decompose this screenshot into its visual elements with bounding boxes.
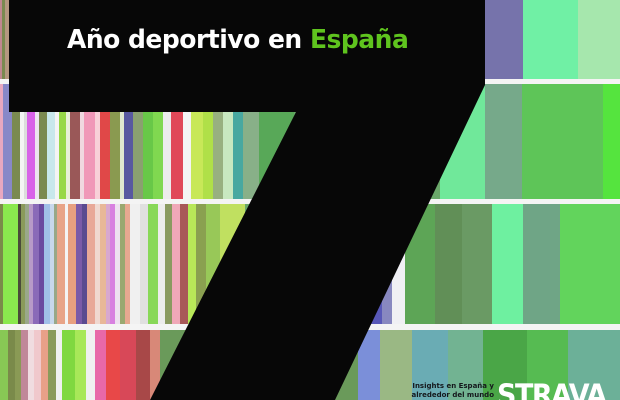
stripe-row-3 [0, 204, 620, 324]
title-text: Año deportivo en [67, 24, 310, 55]
color-stripe [527, 330, 568, 400]
color-stripe [180, 204, 188, 324]
color-stripe [492, 204, 523, 324]
color-stripe [213, 84, 223, 199]
color-stripe [0, 0, 2, 79]
color-stripe [392, 204, 405, 324]
color-stripe [405, 204, 435, 324]
color-stripe [57, 204, 65, 324]
color-stripe [160, 330, 335, 400]
color-stripe [358, 330, 380, 400]
color-stripe [335, 330, 358, 400]
color-stripe [196, 204, 206, 324]
color-stripe [158, 204, 165, 324]
color-stripe [39, 84, 47, 199]
color-stripe [188, 204, 196, 324]
color-stripe [380, 330, 412, 400]
color-stripe [2, 0, 5, 79]
color-stripe [100, 84, 110, 199]
title-highlight: España [309, 24, 409, 55]
color-stripe [143, 84, 153, 199]
color-stripe [130, 204, 140, 324]
color-stripe [523, 204, 560, 324]
color-stripe [245, 204, 370, 324]
color-stripe [382, 204, 392, 324]
color-stripe [47, 84, 55, 199]
color-stripe [560, 204, 620, 324]
color-stripe [163, 84, 171, 199]
poster-title: Año deportivo en España [67, 24, 409, 55]
color-stripe [523, 0, 578, 79]
footer-tagline: Insights en España y alrededor del mundo [412, 382, 494, 399]
color-stripe [153, 84, 163, 199]
color-stripe [0, 84, 3, 199]
stripe-row-2 [0, 84, 620, 199]
color-stripe [68, 204, 76, 324]
color-stripe [48, 330, 56, 400]
color-stripe [171, 84, 183, 199]
color-stripe [86, 330, 95, 400]
color-stripe [95, 330, 106, 400]
color-stripe [84, 84, 95, 199]
color-stripe [223, 84, 233, 199]
color-stripe [483, 330, 527, 400]
color-stripe [568, 330, 620, 400]
color-stripe [41, 330, 48, 400]
color-stripe [183, 84, 191, 199]
color-stripe [485, 84, 522, 199]
color-stripe [243, 84, 259, 199]
color-stripe [87, 204, 95, 324]
color-stripe [3, 84, 12, 199]
color-stripe [21, 330, 28, 400]
color-stripe [59, 84, 66, 199]
color-stripe [435, 204, 462, 324]
color-stripe [220, 204, 245, 324]
color-stripe [203, 84, 213, 199]
color-stripe [110, 84, 120, 199]
color-stripe [172, 204, 180, 324]
color-stripe [578, 0, 620, 79]
color-stripe [462, 204, 492, 324]
color-stripe [522, 84, 603, 199]
color-stripe [233, 84, 243, 199]
color-stripe [120, 330, 136, 400]
color-stripe [0, 204, 3, 324]
color-stripe [27, 84, 35, 199]
color-stripe [603, 84, 620, 199]
color-stripe [70, 84, 80, 199]
color-stripe [206, 204, 220, 324]
color-stripe [75, 330, 86, 400]
color-stripe [133, 84, 143, 199]
tagline-line-2: alrededor del mundo [411, 390, 494, 399]
color-stripe [150, 330, 160, 400]
color-stripe [124, 84, 133, 199]
color-stripe [370, 204, 382, 324]
color-stripe [148, 204, 158, 324]
color-stripe [62, 330, 75, 400]
color-stripe [0, 330, 8, 400]
color-stripe [3, 204, 18, 324]
color-stripe [294, 84, 440, 199]
color-stripe [191, 84, 203, 199]
color-stripe [165, 204, 172, 324]
color-stripe [34, 330, 41, 400]
color-stripe [259, 84, 294, 199]
color-stripe [140, 204, 148, 324]
color-stripe [136, 330, 150, 400]
color-stripe [5, 0, 9, 79]
color-stripe [440, 84, 485, 199]
tagline-line-1: Insights en España y [412, 382, 494, 390]
color-stripe [106, 330, 120, 400]
strava-logo: STRAVA [497, 379, 607, 400]
color-stripe [12, 84, 20, 199]
color-stripe [8, 330, 15, 400]
